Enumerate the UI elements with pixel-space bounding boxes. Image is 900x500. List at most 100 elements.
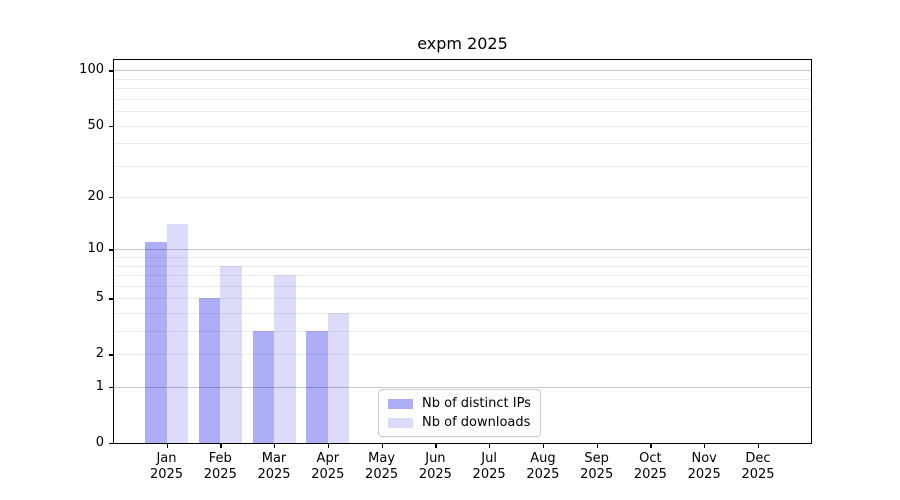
x-axis-label-jul: Jul 2025	[457, 451, 521, 483]
gridline-minor-30	[114, 165, 811, 167]
x-axis-tick-jan	[166, 443, 168, 448]
gridline-major-10	[114, 249, 811, 251]
year-label: 2025	[418, 467, 452, 482]
legend-swatch-downloads	[388, 417, 413, 428]
legend-swatch-distinct-ips	[388, 398, 413, 409]
x-axis-tick-jun	[435, 443, 437, 448]
month-label: Feb	[208, 451, 232, 466]
gridline-minor-40	[114, 143, 811, 145]
gridline-minor-50	[114, 125, 811, 127]
x-axis-label-nov: Nov 2025	[672, 451, 736, 483]
bar-mar-s1	[274, 275, 296, 443]
year-label: 2025	[526, 467, 560, 482]
bar-apr-s0	[306, 331, 328, 443]
y-axis-tick-1	[109, 387, 114, 389]
gridline-minor-80	[114, 88, 811, 90]
year-label: 2025	[203, 467, 237, 482]
year-label: 2025	[687, 467, 721, 482]
x-axis-tick-sep	[596, 443, 598, 448]
y-axis-label-50: 50	[87, 117, 104, 133]
bar-feb-s1	[220, 265, 242, 443]
month-label: Nov	[691, 451, 717, 466]
year-label: 2025	[365, 467, 399, 482]
year-label: 2025	[257, 467, 291, 482]
y-axis-tick-2	[109, 354, 114, 356]
x-axis-label-may: May 2025	[350, 451, 414, 483]
month-label: Sep	[584, 451, 609, 466]
chart-title: expm 2025	[417, 34, 508, 53]
gridline-minor-7	[114, 275, 811, 277]
legend-label-distinct-ips: Nb of distinct IPs	[422, 396, 531, 411]
legend-item-distinct-ips: Nb of distinct IPs	[388, 396, 531, 411]
gridline-minor-6	[114, 285, 811, 287]
year-label: 2025	[580, 467, 614, 482]
bar-jan-s1	[166, 224, 188, 443]
gridline-minor-70	[114, 98, 811, 100]
x-axis-tick-aug	[542, 443, 545, 448]
y-axis-label-2: 2	[95, 346, 104, 362]
x-axis-tick-nov	[704, 443, 706, 448]
bar-jan-s0	[145, 242, 167, 443]
y-axis-tick-10	[109, 249, 114, 251]
bar-mar-s0	[252, 331, 274, 443]
year-label: 2025	[633, 467, 667, 482]
x-axis-label-oct: Oct 2025	[618, 451, 682, 483]
month-label: Mar	[261, 451, 287, 466]
month-label: May	[368, 451, 396, 466]
x-axis-label-apr: Apr 2025	[296, 451, 360, 483]
y-axis-label-5: 5	[95, 290, 104, 306]
x-axis-tick-jul	[489, 443, 491, 448]
month-label: Jun	[425, 451, 446, 466]
plot-area	[113, 59, 812, 444]
x-axis-label-jan: Jan 2025	[135, 451, 199, 483]
gridline-minor-8	[114, 265, 811, 267]
month-label: Jul	[481, 451, 497, 466]
gridline-major-1	[114, 387, 811, 388]
gridline-minor-60	[114, 111, 811, 113]
gridline-major-100	[114, 70, 811, 72]
x-axis-label-dec: Dec 2025	[726, 451, 790, 483]
gridline-minor-5	[114, 298, 811, 300]
x-axis-label-feb: Feb 2025	[188, 451, 252, 483]
gridline-minor-4	[114, 313, 811, 314]
x-axis-tick-mar	[274, 443, 276, 448]
month-label: Dec	[745, 451, 771, 466]
gridline-minor-90	[114, 78, 811, 80]
year-label: 2025	[741, 467, 775, 482]
legend-item-downloads: Nb of downloads	[388, 415, 531, 430]
x-axis-tick-oct	[650, 443, 652, 448]
x-axis-label-mar: Mar 2025	[242, 451, 306, 483]
legend-label-downloads: Nb of downloads	[422, 415, 531, 430]
x-axis-tick-may	[381, 443, 383, 448]
x-axis-tick-feb	[220, 443, 222, 448]
x-axis-label-jun: Jun 2025	[403, 451, 467, 483]
y-axis-tick-100	[109, 70, 114, 72]
gridline-minor-2	[114, 354, 811, 356]
year-label: 2025	[311, 467, 345, 482]
y-axis-tick-20	[109, 197, 114, 199]
month-label: Apr	[316, 451, 340, 466]
x-axis-tick-apr	[327, 443, 330, 448]
y-axis-tick-50	[109, 125, 114, 127]
month-label: Aug	[530, 451, 556, 466]
gridline-minor-9	[114, 257, 811, 259]
y-axis-label-100: 100	[79, 62, 104, 78]
y-axis-label-0: 0	[95, 435, 104, 450]
month-label: Oct	[639, 451, 662, 466]
year-label: 2025	[149, 467, 184, 482]
x-axis-label-sep: Sep 2025	[565, 451, 629, 483]
x-axis-tick-dec	[758, 443, 760, 448]
bar-feb-s0	[198, 298, 221, 443]
y-axis-tick-0	[109, 443, 114, 445]
legend: Nb of distinct IPs Nb of downloads	[378, 389, 541, 437]
x-axis-label-aug: Aug 2025	[511, 451, 575, 483]
y-axis-label-10: 10	[87, 241, 104, 257]
bar-apr-s1	[327, 313, 350, 443]
year-label: 2025	[472, 467, 506, 482]
gridline-minor-20	[114, 197, 811, 199]
y-axis-label-1: 1	[95, 379, 104, 394]
month-label: Jan	[156, 451, 177, 466]
y-axis-tick-5	[109, 298, 114, 300]
y-axis-label-20: 20	[87, 189, 104, 205]
